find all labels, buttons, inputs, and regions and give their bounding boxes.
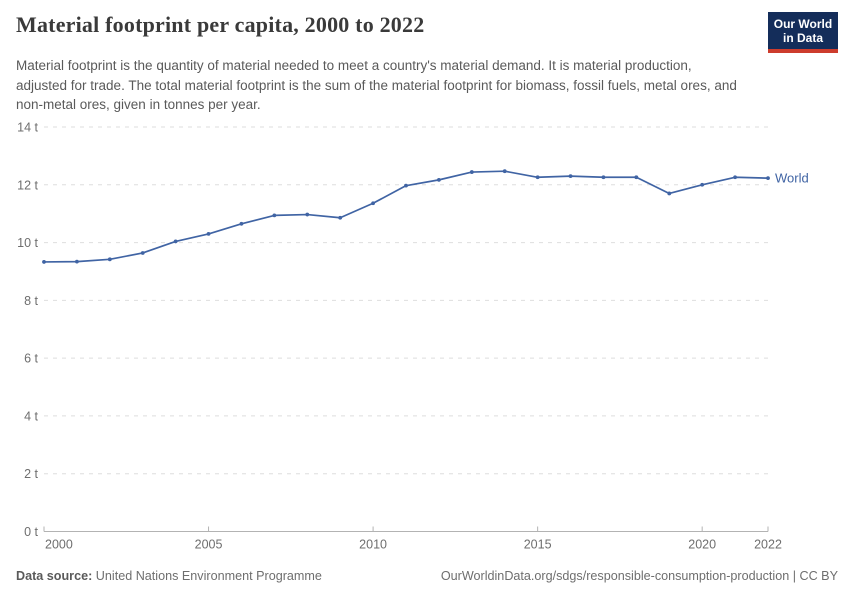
data-source-value: United Nations Environment Programme xyxy=(95,569,322,583)
data-source-label: Data source: xyxy=(16,569,93,583)
y-axis-tick-label: 6 t xyxy=(24,352,38,366)
data-point xyxy=(766,176,770,181)
y-axis-tick-label: 0 t xyxy=(24,525,38,539)
data-point xyxy=(42,260,46,264)
x-axis-tick-label: 2020 xyxy=(688,538,716,552)
data-point xyxy=(305,212,310,217)
data-point xyxy=(338,215,343,220)
data-point xyxy=(140,251,145,255)
data-point xyxy=(75,259,79,264)
data-point xyxy=(206,232,211,236)
attribution: OurWorldinData.org/sdgs/responsible-cons… xyxy=(440,569,838,583)
x-axis-tick-label: 2015 xyxy=(524,538,552,552)
x-axis-tick-label: 2010 xyxy=(359,538,387,552)
data-point xyxy=(437,177,441,182)
data-point xyxy=(535,175,540,180)
data-point xyxy=(667,191,672,196)
data-point xyxy=(107,257,112,262)
data-point xyxy=(634,175,639,180)
x-axis-tick-label: 2022 xyxy=(754,538,782,552)
owid-logo-line2: in Data xyxy=(782,31,823,46)
data-point xyxy=(502,169,507,174)
x-axis-tick-label: 2000 xyxy=(45,538,73,552)
chart-subtitle: Material footprint is the quantity of ma… xyxy=(16,58,737,113)
data-point xyxy=(601,175,606,180)
y-axis-tick-label: 10 t xyxy=(17,236,38,250)
y-axis-tick-label: 14 t xyxy=(17,121,38,135)
owid-logo-line1: Our World xyxy=(773,17,833,31)
y-axis-tick-label: 2 t xyxy=(24,467,38,481)
data-point xyxy=(239,221,244,226)
data-point xyxy=(272,213,277,218)
data-point xyxy=(469,170,474,174)
owid-logo: Our World in Data xyxy=(768,12,838,54)
data-point xyxy=(700,182,705,187)
series-end-label: World xyxy=(775,171,809,186)
data-source: Data source: United Nations Environment … xyxy=(16,569,322,583)
data-point xyxy=(404,183,408,188)
data-point xyxy=(568,174,573,179)
data-point xyxy=(733,175,737,180)
data-point xyxy=(173,239,178,244)
data-point xyxy=(371,201,375,206)
y-axis-tick-label: 4 t xyxy=(24,409,38,423)
page-title: Material footprint per capita, 2000 to 2… xyxy=(16,12,425,37)
y-axis-tick-label: 8 t xyxy=(24,294,38,308)
y-axis-tick-label: 12 t xyxy=(17,178,38,192)
x-axis-tick-label: 2005 xyxy=(195,538,223,552)
chart-footer: Data source: United Nations Environment … xyxy=(16,569,838,583)
line-chart: 0 t 2 t 4 t 6 t 8 t 10 t 12 t 14 t 2000 2005 2010 2… xyxy=(17,121,809,552)
